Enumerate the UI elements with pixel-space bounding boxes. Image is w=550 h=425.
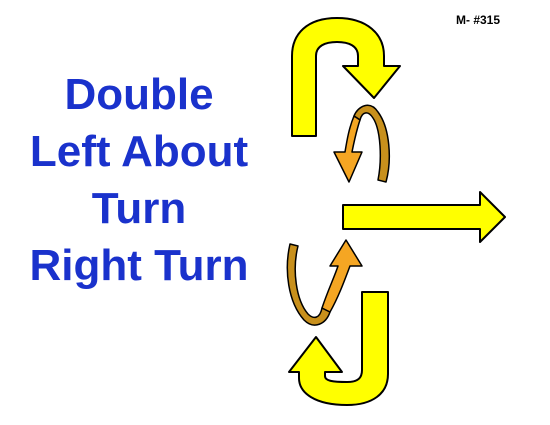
twist-lower-front	[321, 239, 363, 313]
title-line-2: Left About	[29, 127, 249, 176]
sign-number: M- #315	[456, 13, 501, 27]
u-turn-bottom-arrow	[288, 291, 389, 406]
title-line-1: Double	[64, 70, 214, 119]
twist-upper-back	[353, 104, 391, 183]
turn-twist-arrow-icon	[286, 104, 391, 326]
sign-title: Double Left About Turn Right Turn	[0, 66, 278, 294]
right-turn-arrow	[342, 191, 506, 243]
u-turn-top-arrow	[291, 17, 401, 137]
left-about-turn-arrow-icon	[288, 17, 401, 406]
title-line-4: Right Turn	[29, 241, 249, 290]
right-turn-arrow-icon	[342, 191, 506, 243]
twist-lower-back	[286, 243, 331, 326]
twist-upper-front	[333, 115, 363, 183]
title-line-3: Turn	[91, 184, 187, 233]
